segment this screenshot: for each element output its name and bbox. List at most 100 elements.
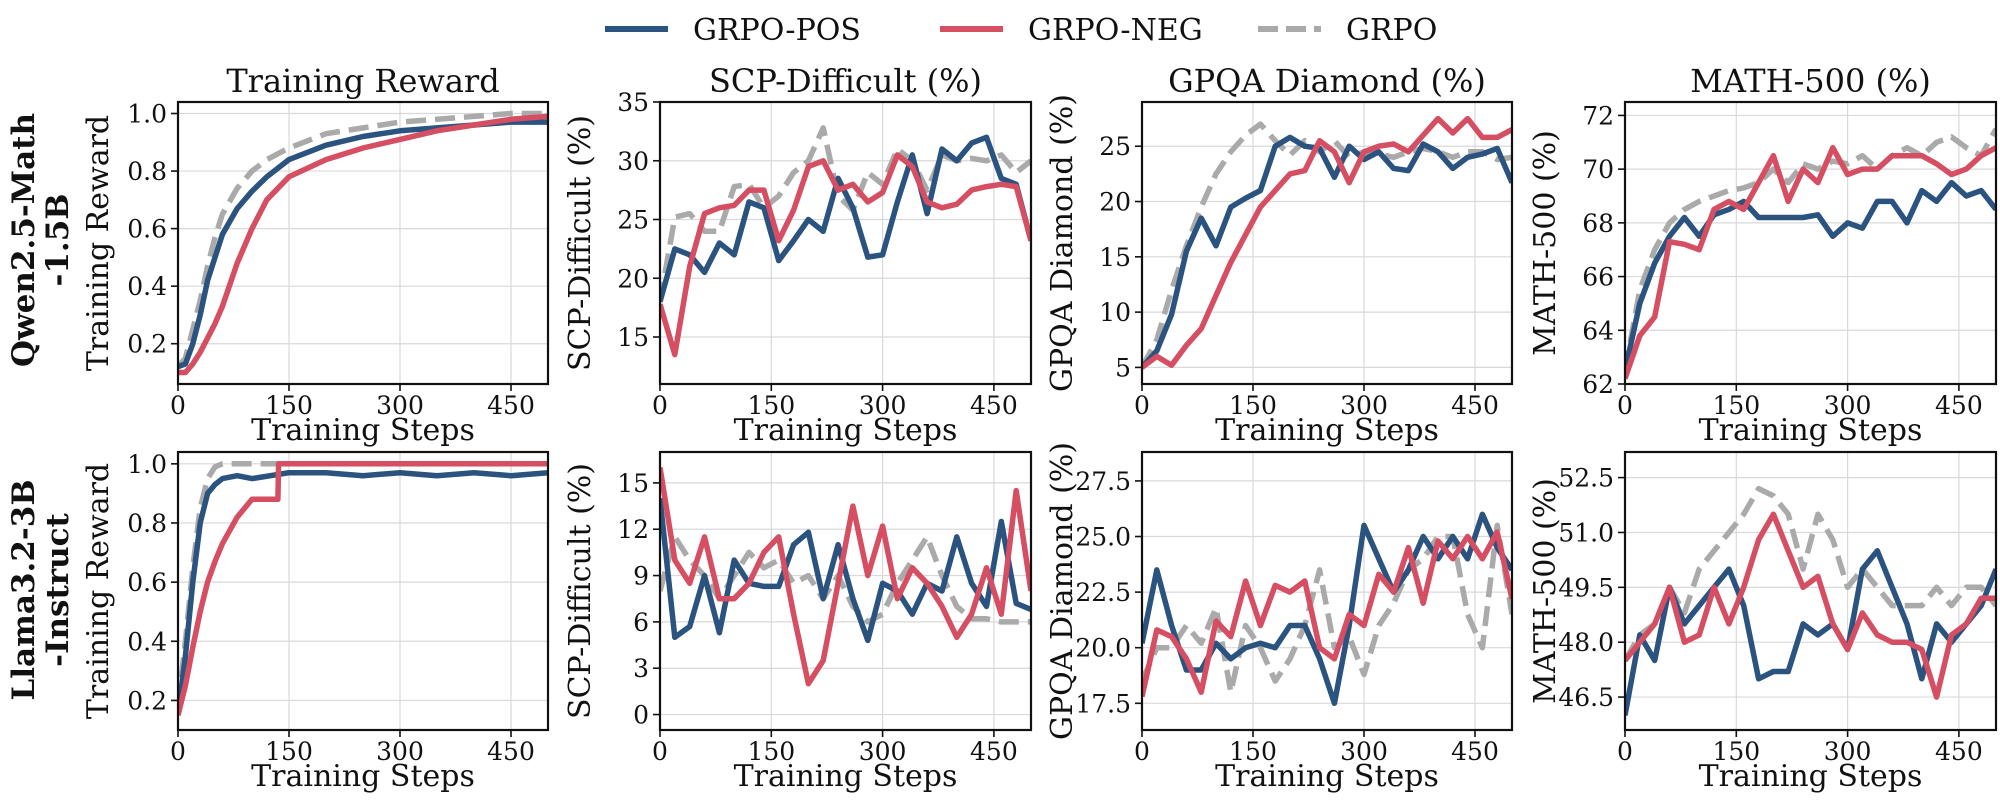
- y-tick-label: 30: [617, 147, 649, 176]
- series-line-grpo-pos: [1625, 548, 1996, 716]
- panel-r1-c0-training-reward: 0 150 300 450 0.2 0.4 0.6 0.8 1.0 Training Steps T…: [81, 450, 550, 794]
- x-tick-label: 150: [747, 737, 795, 766]
- y-tick-label: 20.0: [1075, 634, 1131, 663]
- y-tick-label: 0.2: [127, 686, 167, 715]
- y-axis-label: GPQA Diamond (%): [1045, 94, 1080, 392]
- y-tick-label: 64: [1582, 316, 1614, 345]
- y-tick-label: 1.0: [127, 450, 167, 479]
- y-tick-label: 35: [617, 88, 649, 117]
- series-line-grpo-pos: [178, 119, 548, 370]
- legend-entry-grpo: GRPO: [1258, 13, 1437, 48]
- y-axis-label: Training Reward: [81, 463, 116, 719]
- x-tick-label: 300: [376, 391, 424, 420]
- series-line-grpo-neg: [178, 461, 548, 716]
- series-line-grpo-pos: [1142, 134, 1512, 370]
- legend-entry-grpo-neg: GRPO-NEG: [940, 13, 1203, 48]
- panel-r0-c0-training-reward: 0 150 300 450 0.2 0.4 0.6 0.8 1.0 Training Steps T…: [81, 62, 550, 448]
- plot-frame: [1623, 100, 1998, 386]
- x-tick-label: 300: [1340, 737, 1388, 766]
- x-tick-label: 0: [1617, 737, 1633, 766]
- x-tick-label: 0: [1134, 391, 1150, 420]
- y-axis-label: MATH-500 (%): [1528, 130, 1563, 356]
- series-group: [1625, 485, 1996, 716]
- panel-title: GPQA Diamond (%): [1168, 62, 1486, 100]
- y-axis-label: Training Reward: [81, 115, 116, 371]
- plot-frame: [1623, 450, 1998, 732]
- series-line-grpo: [1625, 127, 1996, 372]
- x-tick-label: 150: [1229, 737, 1277, 766]
- y-tick-label: 5: [1115, 353, 1131, 382]
- y-tick-label: 46.5: [1558, 683, 1614, 712]
- y-tick-label: 20: [617, 264, 649, 293]
- y-axis-label: SCP-Difficult (%): [563, 115, 598, 371]
- series-group: [660, 125, 1031, 358]
- plot-frame: [176, 450, 550, 732]
- plot-frame: [658, 100, 1033, 386]
- row-label-line: Llama3.2-3B: [6, 479, 42, 700]
- x-tick-label: 150: [265, 391, 313, 420]
- x-tick-label: 450: [970, 737, 1018, 766]
- y-tick-label: 27.5: [1075, 467, 1131, 496]
- y-tick-label: 1.0: [127, 100, 167, 129]
- series-line-grpo-neg: [1142, 115, 1512, 370]
- series-line-grpo-pos: [178, 469, 548, 716]
- series-line-grpo-neg: [1142, 529, 1512, 698]
- x-tick-label: 300: [1824, 737, 1872, 766]
- panel-title: SCP-Difficult (%): [709, 62, 982, 100]
- series-group: [1142, 115, 1512, 370]
- x-tick-label: 450: [1451, 737, 1499, 766]
- x-axis-label: Training Steps: [1699, 759, 1923, 794]
- series-line-grpo-pos: [1142, 511, 1512, 707]
- y-tick-label: 9: [633, 562, 649, 591]
- y-tick-label: 6: [633, 608, 649, 637]
- x-tick-label: 150: [1712, 391, 1760, 420]
- series-line-grpo-neg: [1625, 511, 1996, 700]
- row-labels: Qwen2.5-Math-1.5B Llama3.2-3B-Instruct: [6, 113, 76, 701]
- y-tick-label: 10: [1099, 298, 1131, 327]
- x-tick-label: 300: [376, 737, 424, 766]
- y-tick-label: 49.5: [1558, 573, 1614, 602]
- y-axis-label: MATH-500 (%): [1528, 478, 1563, 704]
- y-axis-label: GPQA Diamond (%): [1045, 442, 1080, 740]
- series-group: [178, 461, 548, 716]
- y-tick-label: 15: [1099, 243, 1131, 272]
- series-line-grpo-pos: [660, 134, 1031, 303]
- y-tick-label: 0.8: [127, 509, 167, 538]
- x-tick-label: 450: [487, 737, 535, 766]
- series-line-grpo-pos: [1625, 179, 1996, 372]
- x-tick-label: 150: [747, 391, 795, 420]
- x-tick-label: 150: [265, 737, 313, 766]
- x-tick-label: 300: [1340, 391, 1388, 420]
- panel-r0-c2-gpqa-diamond: 0 150 300 450 5 10 15 20 25 Training Steps GPQA Di…: [1045, 62, 1514, 448]
- y-tick-label: 0.8: [127, 157, 167, 186]
- series-group: [1625, 127, 1996, 380]
- x-tick-label: 0: [170, 737, 186, 766]
- legend-label: GRPO: [1346, 13, 1437, 48]
- y-tick-label: 68: [1582, 209, 1614, 238]
- y-tick-label: 0.2: [127, 330, 167, 359]
- series-line-grpo: [178, 461, 548, 707]
- x-tick-label: 0: [170, 391, 186, 420]
- y-tick-label: 25: [1099, 132, 1131, 161]
- plot-frame: [1140, 450, 1514, 732]
- x-tick-label: 300: [859, 391, 907, 420]
- y-tick-label: 15: [617, 323, 649, 352]
- x-tick-label: 450: [1935, 737, 1983, 766]
- x-tick-label: 450: [487, 391, 535, 420]
- x-axis-label: Training Steps: [251, 759, 475, 794]
- series-group: [1142, 511, 1512, 707]
- plot-frame: [1140, 100, 1514, 386]
- y-tick-label: 22.5: [1075, 578, 1131, 607]
- y-tick-label: 12: [617, 515, 649, 544]
- y-tick-label: 66: [1582, 263, 1614, 292]
- panel-r1-c2-gpqa-diamond: 0 150 300 450 17.5 20.0 22.5 25.0 27.5 Training S…: [1045, 442, 1514, 794]
- panel-title: MATH-500 (%): [1690, 62, 1931, 100]
- x-axis-label: Training Steps: [1215, 413, 1439, 448]
- series-line-grpo-neg: [1625, 144, 1996, 380]
- x-tick-label: 0: [652, 391, 668, 420]
- x-tick-label: 0: [1617, 391, 1633, 420]
- y-tick-label: 25.0: [1075, 523, 1131, 552]
- series-line-grpo: [178, 110, 548, 369]
